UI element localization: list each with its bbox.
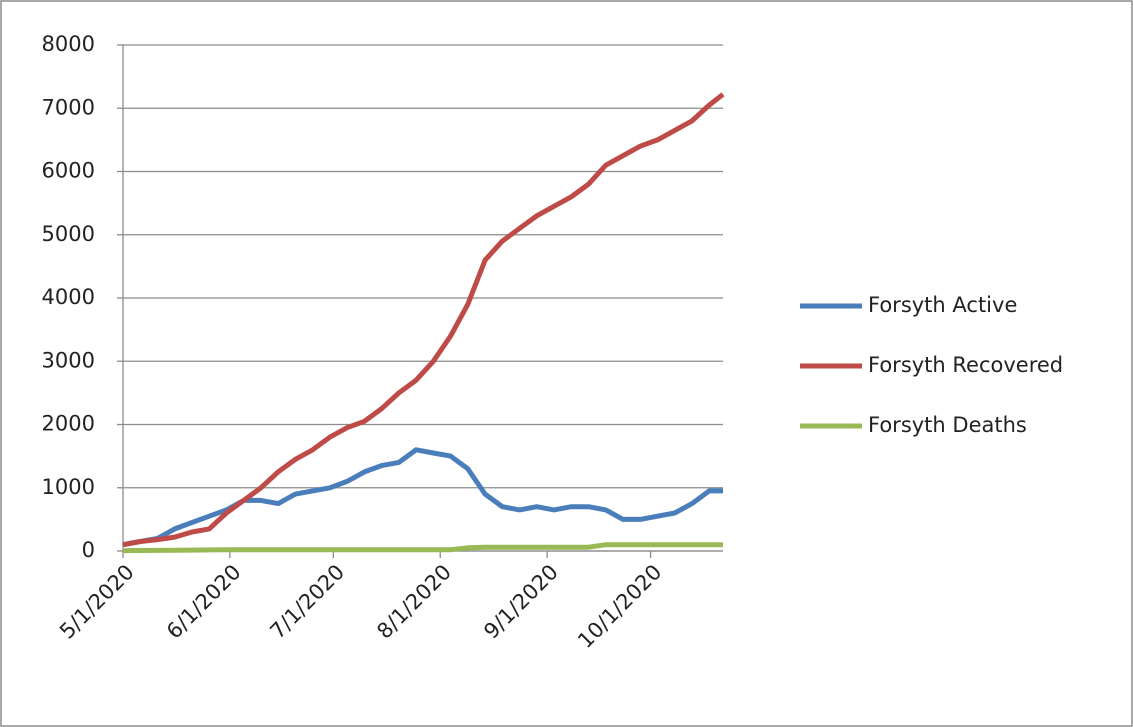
series-line xyxy=(122,92,725,548)
y-tick-label: 4000 xyxy=(42,285,95,309)
y-tick-label: 5000 xyxy=(42,222,95,246)
y-tick-label: 1000 xyxy=(42,475,95,499)
series-line xyxy=(122,447,723,548)
y-tick-label: 3000 xyxy=(42,348,95,372)
series-line xyxy=(122,542,723,554)
y-tick-label: 0 xyxy=(82,538,95,562)
legend-label: Forsyth Deaths xyxy=(868,413,1027,437)
y-tick-label: 7000 xyxy=(42,95,95,119)
legend-label: Forsyth Active xyxy=(868,293,1017,317)
y-tick-label: 6000 xyxy=(42,159,95,183)
y-tick-label: 8000 xyxy=(42,32,95,56)
y-tick-label: 2000 xyxy=(42,412,95,436)
legend-label: Forsyth Recovered xyxy=(868,353,1063,377)
